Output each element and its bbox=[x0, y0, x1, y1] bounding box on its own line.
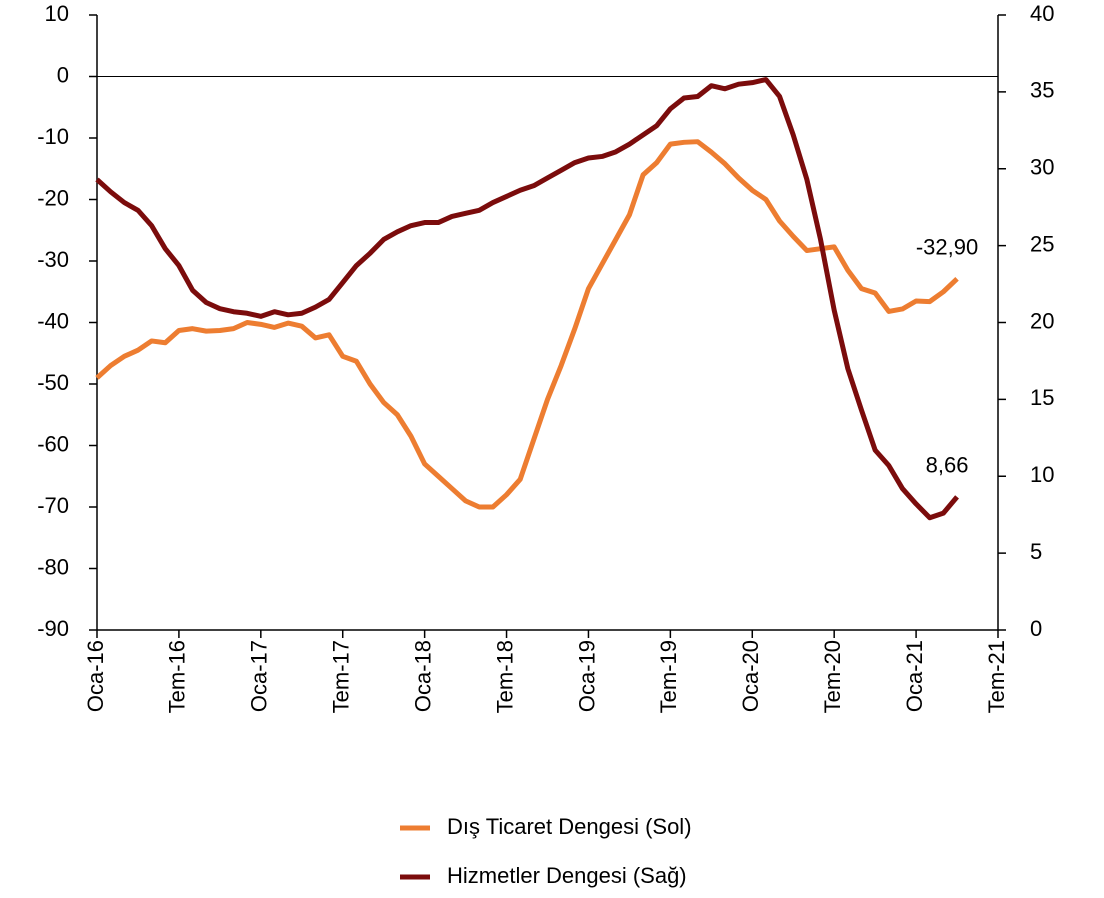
y-tick-label: -20 bbox=[37, 185, 69, 210]
legend-label: Hizmetler Dengesi (Sağ) bbox=[447, 863, 687, 888]
x-tick-label: Oca-17 bbox=[247, 640, 272, 712]
legend-label: Dış Ticaret Dengesi (Sol) bbox=[447, 814, 692, 839]
x-tick-label: Oca-19 bbox=[574, 640, 599, 712]
y-tick-label: -90 bbox=[37, 616, 69, 641]
y-tick-label: -80 bbox=[37, 554, 69, 579]
data-label: -32,90 bbox=[916, 235, 978, 260]
x-tick-label: Tem-17 bbox=[329, 640, 354, 713]
y2-tick-label: 40 bbox=[1030, 1, 1054, 26]
x-tick-label: Oca-16 bbox=[83, 640, 108, 712]
x-tick-label: Oca-20 bbox=[738, 640, 763, 712]
y-tick-label: 10 bbox=[45, 1, 69, 26]
y2-tick-label: 35 bbox=[1030, 78, 1054, 103]
y-tick-label: -30 bbox=[37, 247, 69, 272]
x-tick-label: Tem-19 bbox=[656, 640, 681, 713]
series-line bbox=[95, 139, 959, 510]
y2-tick-label: 25 bbox=[1030, 231, 1054, 256]
y-tick-label: -60 bbox=[37, 431, 69, 456]
y-tick-label: -40 bbox=[37, 308, 69, 333]
data-label: 8,66 bbox=[926, 453, 969, 478]
y-tick-label: -10 bbox=[37, 124, 69, 149]
y2-tick-label: 20 bbox=[1030, 308, 1054, 333]
x-tick-label: Tem-21 bbox=[984, 640, 1009, 713]
y2-tick-label: 5 bbox=[1030, 539, 1042, 564]
y-tick-label: 0 bbox=[57, 62, 69, 87]
y2-tick-label: 0 bbox=[1030, 616, 1042, 641]
x-tick-label: Oca-18 bbox=[410, 640, 435, 712]
y2-tick-label: 10 bbox=[1030, 462, 1054, 487]
x-tick-label: Tem-18 bbox=[492, 640, 517, 713]
series-line bbox=[95, 77, 959, 521]
x-tick-label: Tem-20 bbox=[820, 640, 845, 713]
x-tick-label: Oca-21 bbox=[902, 640, 927, 712]
y2-tick-label: 15 bbox=[1030, 385, 1054, 410]
y-tick-label: -50 bbox=[37, 370, 69, 395]
y-tick-label: -70 bbox=[37, 493, 69, 518]
y2-tick-label: 30 bbox=[1030, 155, 1054, 180]
x-tick-label: Tem-16 bbox=[165, 640, 190, 713]
